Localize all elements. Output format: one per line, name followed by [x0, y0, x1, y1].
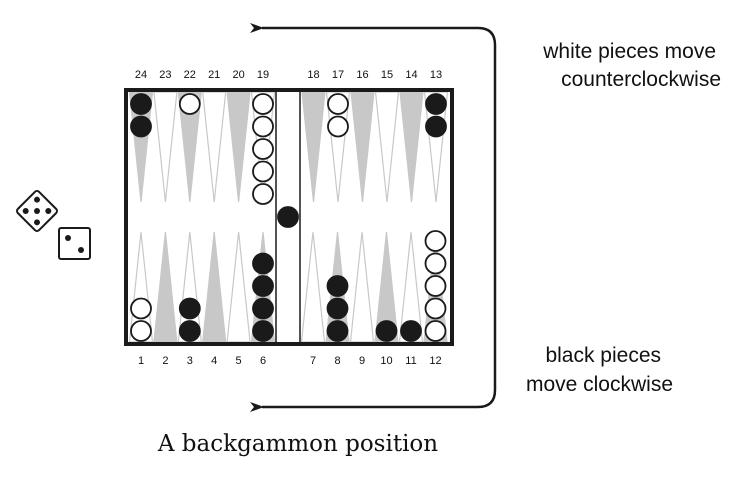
point-number-15: 15 [381, 69, 393, 81]
point-number-19: 19 [257, 69, 269, 81]
black-checker-point-3 [178, 297, 201, 320]
white-checker-point-17 [327, 93, 349, 115]
white-direction-note-line1: white pieces move [542, 40, 716, 63]
black-direction-note-line2: move clockwise [526, 373, 673, 396]
point-number-4: 4 [211, 355, 217, 367]
point-20-triangle [226, 91, 251, 203]
black-checker-point-24 [130, 93, 152, 115]
point-number-9: 9 [359, 355, 365, 367]
black-checker-on-bar [277, 206, 299, 228]
point-number-13: 13 [430, 69, 442, 81]
black-checker-point-6 [252, 252, 274, 275]
point-2-triangle [153, 231, 178, 343]
black-direction-note-line1: black pieces [545, 344, 661, 367]
point-number-24: 24 [135, 69, 147, 81]
black-checker-point-13 [425, 115, 447, 138]
point-number-3: 3 [187, 355, 193, 367]
black-checker-point-8 [326, 297, 349, 320]
point-number-18: 18 [307, 69, 319, 81]
white-checker-point-12 [424, 230, 447, 252]
point-number-10: 10 [380, 355, 392, 367]
point-21-triangle [202, 91, 227, 203]
white-checker-point-19 [252, 160, 274, 183]
movement-arrow [250, 23, 497, 409]
white-checker-point-19 [252, 115, 274, 138]
white-checker-point-12 [424, 252, 447, 275]
die-two [58, 227, 91, 260]
point-number-5: 5 [236, 355, 242, 367]
diagram-caption: A backgammon position [157, 431, 438, 457]
white-checker-point-1 [130, 320, 152, 342]
point-number-1: 1 [138, 355, 144, 367]
point-15-triangle [374, 91, 400, 203]
point-23-triangle [153, 91, 178, 203]
point-number-12: 12 [429, 355, 441, 367]
white-checker-point-19 [252, 138, 274, 160]
black-checker-point-11 [400, 320, 422, 342]
checkers [130, 93, 447, 342]
white-checker-point-22 [178, 93, 201, 115]
white-checker-point-19 [252, 93, 274, 115]
point-9-triangle [349, 231, 375, 343]
point-number-8: 8 [334, 355, 340, 367]
point-number-2: 2 [162, 355, 168, 367]
point-number-16: 16 [356, 69, 368, 81]
point-number-11: 11 [405, 355, 416, 367]
point-4-triangle [202, 231, 227, 343]
black-checker-point-10 [375, 320, 398, 342]
point-number-22: 22 [184, 69, 196, 81]
black-checker-point-24 [130, 115, 152, 138]
black-checker-point-8 [326, 320, 349, 342]
white-checker-point-12 [424, 297, 447, 320]
point-16-triangle [350, 91, 375, 203]
point-7-triangle [300, 231, 326, 343]
white-checker-point-12 [424, 320, 447, 342]
black-checker-point-8 [326, 275, 349, 297]
point-18-triangle [301, 91, 326, 203]
black-checker-point-6 [252, 320, 274, 342]
white-checker-point-17 [327, 115, 349, 138]
white-checker-point-12 [424, 275, 447, 297]
point-14-triangle [399, 91, 424, 203]
white-direction-note-line2: counterclockwise [561, 68, 721, 91]
white-checker-point-19 [252, 183, 274, 205]
black-checker-point-6 [252, 297, 274, 320]
point-number-23: 23 [159, 69, 171, 81]
black-checker-point-6 [252, 275, 274, 297]
black-checker-point-3 [178, 320, 201, 342]
point-number-7: 7 [310, 355, 316, 367]
white-checker-point-1 [130, 297, 152, 320]
point-number-21: 21 [208, 69, 220, 81]
point-5-triangle [226, 231, 251, 343]
point-number-20: 20 [232, 69, 244, 81]
point-number-17: 17 [332, 69, 344, 81]
point-number-6: 6 [260, 355, 266, 367]
die-five [16, 190, 58, 232]
board-frame [124, 88, 454, 346]
point-number-14: 14 [405, 69, 417, 81]
black-checker-point-13 [425, 93, 447, 115]
